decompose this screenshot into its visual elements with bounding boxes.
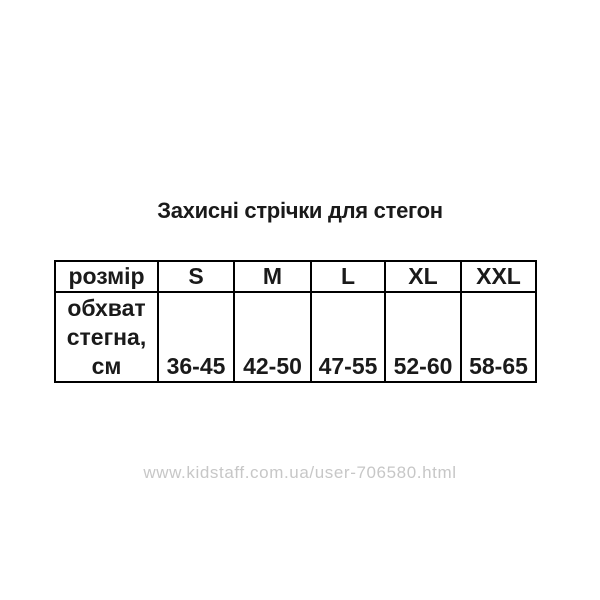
size-header-l: L	[310, 260, 386, 293]
value-xxl: 58-65	[460, 291, 537, 383]
size-table-header-row: розмір S M L XL XXL	[54, 260, 537, 293]
row-label-line-2: стегна,	[66, 323, 147, 350]
size-header-m: M	[233, 260, 312, 293]
value-s: 36-45	[157, 291, 235, 383]
value-l: 47-55	[310, 291, 386, 383]
value-xl: 52-60	[384, 291, 462, 383]
page-title: Захисні стрічки для стегон	[157, 198, 443, 223]
size-table-values-row: обхват стегна, см 36-45 42-50 47-55 52-6…	[54, 291, 537, 383]
size-header-xxl: XXL	[460, 260, 537, 293]
size-header-s: S	[157, 260, 235, 293]
watermark-url: www.kidstaff.com.ua/user-706580.html	[143, 463, 457, 482]
size-header-label: розмір	[54, 260, 159, 293]
size-table: розмір S M L XL XXL обхват стегна, см 36…	[54, 260, 537, 383]
row-label-line-3: см	[91, 352, 122, 379]
row-label-line-1: обхват	[67, 294, 146, 321]
value-m: 42-50	[233, 291, 312, 383]
size-header-xl: XL	[384, 260, 462, 293]
row-label-hip-circumference: обхват стегна, см	[54, 291, 159, 383]
